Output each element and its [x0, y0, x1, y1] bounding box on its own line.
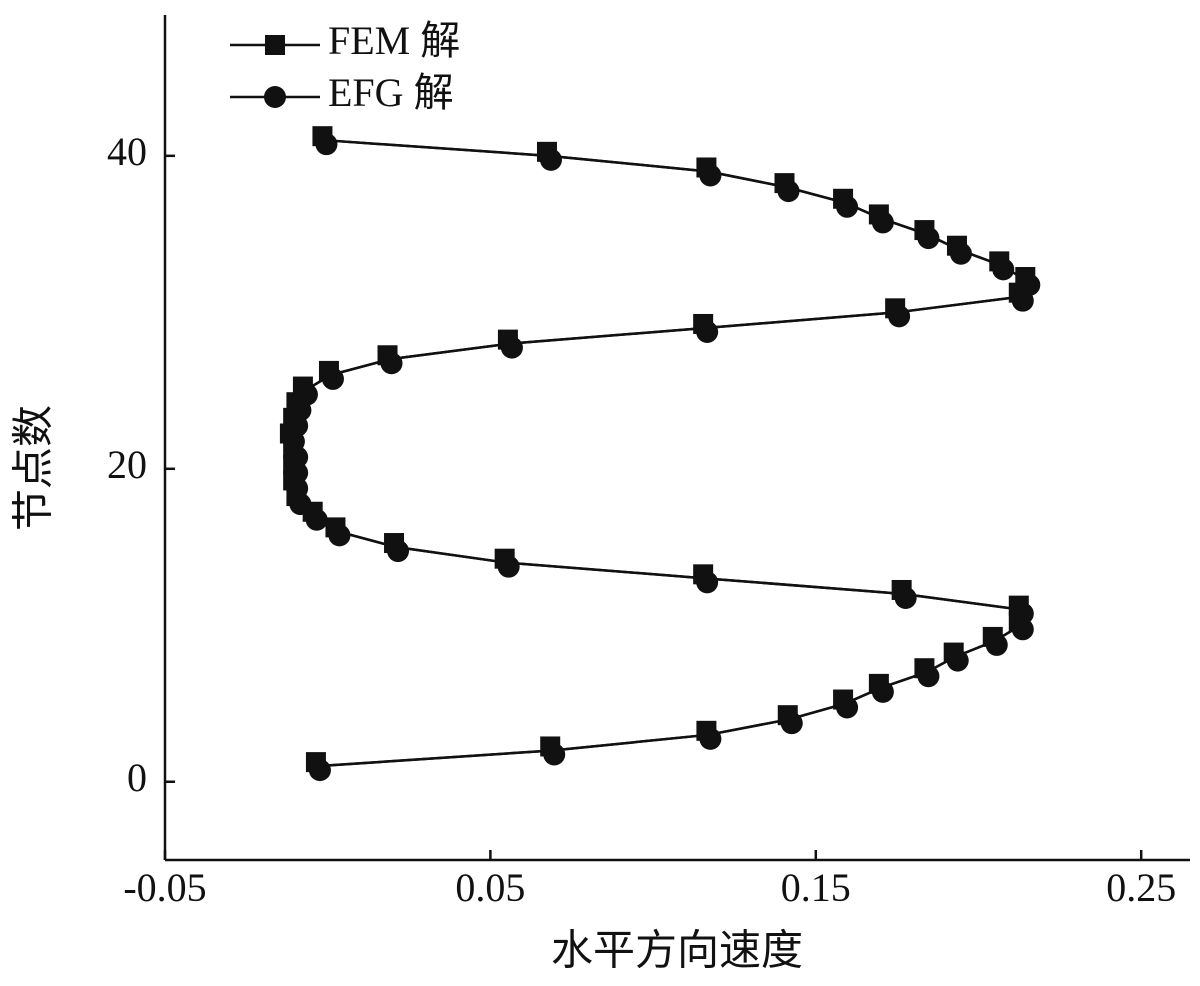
point [543, 743, 566, 766]
point [539, 148, 562, 171]
legend-label: FEM 解 [328, 18, 460, 63]
point [699, 164, 722, 187]
point [1011, 618, 1034, 641]
point [696, 571, 719, 594]
point [777, 180, 800, 203]
point [305, 508, 328, 531]
x-tick-label: 0.15 [781, 865, 851, 910]
x-tick-label: 0.05 [455, 865, 525, 910]
legend-marker [265, 35, 285, 55]
point [315, 133, 338, 156]
point [871, 211, 894, 234]
point [992, 258, 1015, 281]
point [1018, 274, 1041, 297]
point [308, 759, 331, 782]
point [321, 367, 344, 390]
point [917, 665, 940, 688]
point [888, 305, 911, 328]
point [836, 195, 859, 218]
legend-label: EFG 解 [328, 70, 454, 115]
x-tick-label: -0.05 [123, 865, 206, 910]
point [500, 336, 523, 359]
point [985, 633, 1008, 656]
point [917, 227, 940, 250]
y-tick-label: 40 [107, 129, 147, 174]
point [836, 696, 859, 719]
point [894, 586, 917, 609]
x-tick-label: 0.25 [1106, 865, 1176, 910]
y-axis-label: 节点数 [12, 405, 58, 531]
legend-marker [264, 86, 286, 108]
point [286, 477, 309, 500]
point [780, 712, 803, 735]
point [946, 649, 969, 672]
x-axis-label: 水平方向速度 [551, 929, 803, 975]
point [328, 524, 351, 547]
point [871, 680, 894, 703]
point [286, 461, 309, 484]
point [380, 352, 403, 375]
point [497, 555, 520, 578]
point [1011, 602, 1034, 625]
point [699, 727, 722, 750]
point [696, 320, 719, 343]
y-tick-label: 20 [107, 442, 147, 487]
point [387, 540, 410, 563]
y-tick-label: 0 [127, 755, 147, 800]
point [295, 383, 318, 406]
point [949, 242, 972, 265]
